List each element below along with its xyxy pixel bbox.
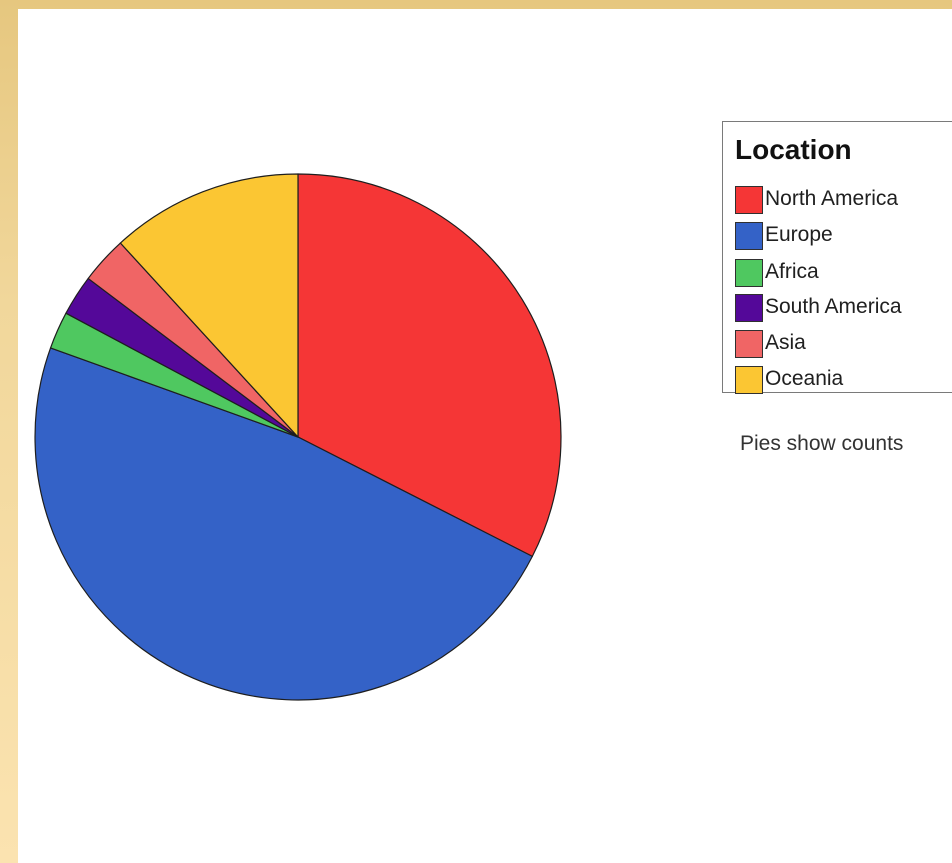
legend-label-oceania: Oceania — [765, 367, 844, 390]
legend-item-europe: Europe — [735, 221, 952, 251]
legend-item-north-america: North America — [735, 185, 952, 215]
legend-label-africa: Africa — [765, 260, 819, 283]
chart-note: Pies show counts — [740, 432, 904, 455]
legend-swatch-europe — [735, 222, 763, 250]
pie-chart — [34, 173, 562, 701]
legend-swatch-oceania — [735, 366, 763, 394]
legend-label-europe: Europe — [765, 223, 833, 246]
legend-title: Location — [735, 134, 852, 165]
pie-slice-europe — [34, 347, 533, 701]
chart-canvas: Location North America Europe Africa Sou… — [18, 9, 952, 863]
legend-item-africa: Africa — [735, 258, 952, 288]
pie-slice-oceania — [119, 173, 299, 438]
pie-slice-north-america — [297, 173, 562, 557]
legend-swatch-africa — [735, 259, 763, 287]
legend-swatch-south-america — [735, 294, 763, 322]
legend-swatch-north-america — [735, 186, 763, 214]
legend-item-asia: Asia — [735, 329, 952, 359]
legend-label-north-america: North America — [765, 187, 899, 210]
legend-swatch-asia — [735, 330, 763, 358]
legend-item-south-america: South America — [735, 293, 952, 323]
legend: Location North America Europe Africa Sou… — [722, 121, 952, 395]
legend-label-south-america: South America — [765, 295, 902, 318]
legend-label-asia: Asia — [765, 331, 806, 354]
legend-item-oceania: Oceania — [735, 365, 952, 395]
